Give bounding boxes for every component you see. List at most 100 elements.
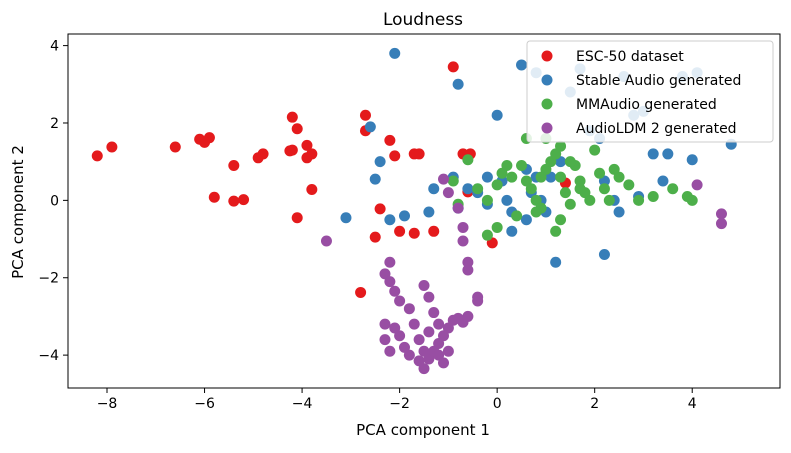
series-1-point	[374, 156, 386, 168]
legend: ESC-50 dataset Stable Audio generated MMAu…	[526, 40, 774, 143]
legend-label-3: AudioLDM 2 generated	[576, 121, 737, 137]
series-1-point	[598, 249, 610, 261]
series-1-point	[657, 175, 669, 187]
series-1-point	[516, 59, 528, 71]
x-tick-label: −8	[97, 396, 118, 412]
y-tick-label: −4	[38, 348, 59, 364]
series-1-point	[613, 206, 625, 218]
series-0-point	[286, 111, 298, 123]
series-0-point	[359, 109, 371, 121]
series-0-point	[394, 225, 406, 237]
series-2-point	[481, 229, 493, 241]
series-3-point	[452, 202, 464, 214]
series-3-point	[394, 295, 406, 307]
series-0-point	[408, 227, 420, 239]
y-axis-label: PCA component 2	[9, 145, 27, 279]
series-2-point	[555, 214, 567, 226]
legend-label-2: MMAudio generated	[576, 97, 717, 113]
series-3-point	[379, 334, 391, 346]
series-3-point	[413, 334, 425, 346]
series-1-point	[398, 210, 410, 222]
series-2-point	[608, 163, 620, 175]
series-3-point	[691, 179, 703, 191]
series-1-point	[506, 225, 518, 237]
series-3-point	[379, 318, 391, 330]
legend-marker-3	[541, 122, 553, 134]
series-0-point	[301, 152, 313, 164]
series-0-point	[228, 195, 240, 207]
series-3-point	[389, 285, 401, 297]
y-tick-label: 4	[50, 39, 59, 55]
series-0-point	[447, 61, 459, 73]
series-2-point	[559, 187, 571, 199]
y-tick-label: 2	[50, 116, 59, 132]
series-3-point	[418, 345, 430, 357]
series-3-point	[442, 187, 454, 199]
legend-box	[526, 40, 774, 143]
series-2-point	[589, 144, 601, 156]
series-3-point	[403, 303, 415, 315]
series-3-point	[438, 357, 450, 369]
x-tick-label: −2	[389, 396, 410, 412]
series-3-point	[384, 345, 396, 357]
series-3-point	[433, 318, 445, 330]
series-3-point	[438, 173, 450, 185]
x-tick-label: −4	[292, 396, 313, 412]
series-0-point	[208, 191, 220, 203]
series-2-point	[525, 183, 537, 195]
series-2-point	[594, 167, 606, 179]
series-1-point	[501, 194, 513, 206]
series-0-point	[106, 141, 118, 153]
series-2-point	[447, 175, 459, 187]
series-1-point	[550, 256, 562, 268]
series-0-point	[355, 286, 367, 298]
axis-ticks: −8 −6 −4 −2 0 2 4 −4 −2 0 2 4	[38, 39, 696, 412]
series-2-point	[574, 175, 586, 187]
series-3-point	[384, 256, 396, 268]
series-3-point	[715, 218, 727, 230]
x-tick-label: 2	[590, 396, 599, 412]
legend-marker-1	[541, 74, 553, 86]
series-3-point	[418, 363, 430, 375]
series-2-point	[686, 194, 698, 206]
series-0-point	[257, 148, 269, 160]
series-0-point	[169, 141, 181, 153]
series-2-point	[472, 183, 484, 195]
series-2-point	[647, 190, 659, 202]
series-3-point	[462, 264, 474, 276]
series-3-point	[394, 330, 406, 342]
series-0-point	[389, 150, 401, 162]
x-tick-label: −6	[194, 396, 215, 412]
series-1-point	[462, 183, 474, 195]
series-1-point	[428, 183, 440, 195]
series-1-point	[452, 78, 464, 90]
series-0-point	[238, 194, 250, 206]
series-0-point	[228, 160, 240, 172]
plot-frame	[67, 33, 781, 389]
series-3-point	[462, 310, 474, 322]
series-2-point	[481, 194, 493, 206]
series-3-point	[320, 235, 332, 247]
series-1-point	[369, 173, 381, 185]
series-3-point	[418, 279, 430, 291]
series-2-point	[598, 183, 610, 195]
series-2-point	[516, 160, 528, 172]
chart-title: Loudness	[383, 10, 463, 30]
series-0-point	[306, 184, 318, 196]
series-0-point	[369, 231, 381, 243]
series-2-point	[574, 183, 586, 195]
series-0-point	[199, 136, 211, 148]
series-1-point	[423, 206, 435, 218]
series-0-point	[291, 123, 303, 135]
series-3-point	[472, 295, 484, 307]
series-1-point	[662, 148, 674, 160]
x-axis-label: PCA component 1	[356, 421, 490, 439]
series-3-point	[457, 235, 469, 247]
legend-label-1: Stable Audio generated	[576, 73, 741, 89]
series-0-point	[91, 150, 103, 162]
legend-marker-2	[541, 98, 553, 110]
series-0-point	[284, 145, 296, 157]
series-3-point	[408, 318, 420, 330]
